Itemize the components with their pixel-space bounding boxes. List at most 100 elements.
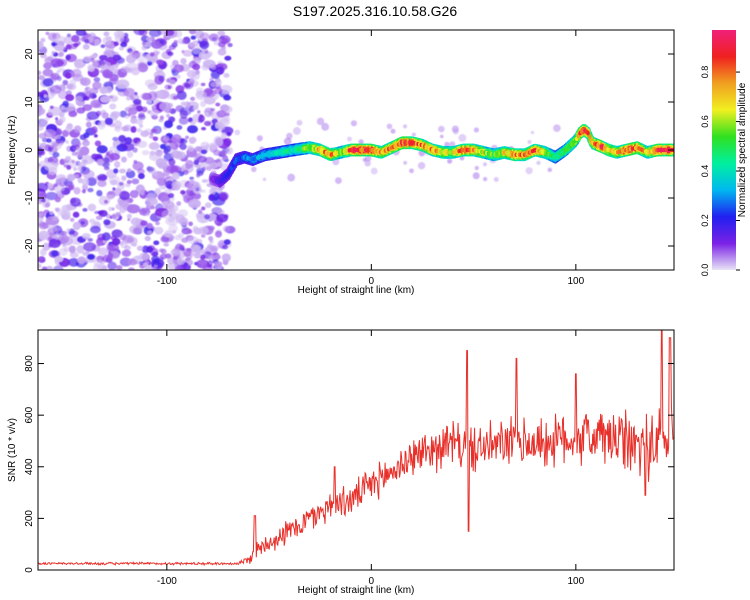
noise-speckle (109, 67, 115, 72)
noise-speckle (108, 175, 121, 185)
spectrogram-y-tick-label: -10 (24, 190, 35, 205)
spectrogram-x-label: Height of straight line (km) (298, 285, 415, 296)
noise-speckle (87, 187, 94, 193)
noise-speckle (124, 115, 130, 119)
noise-speckle (102, 36, 112, 45)
noise-speckle (42, 68, 54, 77)
noise-speckle (87, 65, 95, 72)
noise-speckle (137, 63, 149, 73)
noise-speckle (181, 237, 189, 243)
noise-speckle (179, 143, 187, 150)
noise-speckle (188, 221, 194, 227)
noise-speckle (225, 147, 234, 155)
noise-speckle (447, 158, 453, 164)
noise-speckle (179, 109, 188, 119)
noise-speckle (77, 256, 87, 264)
spectrogram-y-label: Frequency (Hz) (7, 116, 18, 185)
noise-speckle (114, 125, 122, 132)
noise-speckle (81, 189, 86, 194)
noise-speckle (196, 173, 201, 178)
noise-speckle (93, 259, 104, 268)
noise-speckle (38, 256, 46, 263)
spectrogram-y-tick-label: -20 (24, 238, 35, 253)
figure-title: S197.2025.316.10.58.G26 (293, 3, 457, 19)
noise-speckle (222, 138, 232, 147)
noise-speckle (100, 174, 107, 181)
noise-speckle (164, 230, 173, 238)
noise-speckle (82, 56, 92, 63)
noise-speckle (119, 198, 129, 208)
noise-speckle (168, 224, 178, 233)
noise-speckle (208, 236, 214, 242)
noise-speckle (82, 184, 89, 191)
noise-speckle (141, 41, 146, 45)
noise-speckle (73, 167, 78, 171)
noise-speckle (172, 150, 178, 155)
noise-speckle (214, 230, 222, 238)
ridge-cell (588, 134, 592, 140)
noise-speckle (100, 44, 106, 49)
noise-speckle (115, 211, 121, 217)
noise-speckle (139, 123, 144, 128)
noise-speckle (76, 245, 85, 254)
colorbar-tick-label: 0.4 (700, 165, 710, 178)
noise-speckle (219, 84, 233, 94)
noise-speckle (227, 43, 233, 48)
noise-speckle (171, 180, 182, 191)
noise-speckle (83, 96, 88, 101)
noise-speckle (53, 233, 63, 240)
noise-speckle (54, 35, 66, 46)
noise-speckle (38, 230, 50, 240)
noise-speckle (153, 172, 158, 177)
noise-speckle (80, 220, 85, 225)
noise-speckle (52, 142, 59, 148)
noise-speckle (530, 130, 535, 135)
noise-speckle (128, 50, 136, 57)
noise-speckle (66, 164, 72, 170)
noise-speckle (217, 30, 226, 36)
noise-speckle (110, 111, 121, 118)
noise-speckle (198, 209, 203, 214)
noise-speckle (118, 46, 125, 51)
noise-speckle (155, 221, 160, 226)
noise-speckle (104, 199, 109, 204)
noise-speckle (133, 30, 146, 36)
noise-speckle (121, 125, 129, 132)
noise-speckle (199, 40, 210, 50)
snr-y-tick-label: 800 (24, 355, 35, 372)
noise-speckle (85, 86, 91, 91)
spectrogram-noise (38, 30, 561, 270)
noise-speckle (316, 117, 325, 126)
noise-speckle (51, 250, 59, 257)
noise-speckle (177, 232, 185, 238)
noise-speckle (208, 33, 219, 42)
noise-speckle (74, 151, 79, 155)
noise-speckle (138, 172, 145, 180)
spectrogram-x-tick-label: 100 (567, 276, 584, 287)
noise-speckle (192, 45, 201, 55)
noise-speckle (185, 164, 191, 170)
noise-speckle (134, 255, 141, 260)
noise-speckle (95, 215, 103, 221)
noise-speckle (194, 146, 203, 152)
noise-speckle (159, 39, 165, 45)
noise-speckle (149, 52, 155, 57)
noise-speckle (166, 113, 171, 118)
noise-speckle (154, 188, 162, 195)
noise-speckle (126, 96, 131, 101)
noise-speckle (38, 107, 46, 116)
noise-speckle (536, 160, 541, 166)
noise-speckle (38, 70, 42, 76)
noise-speckle (140, 92, 151, 101)
noise-speckle (176, 201, 182, 206)
noise-speckle (262, 177, 267, 182)
noise-speckle (207, 243, 213, 249)
noise-speckle (483, 177, 488, 182)
noise-speckle (176, 125, 183, 130)
noise-speckle (111, 214, 117, 219)
noise-speckle (125, 170, 136, 179)
noise-speckle (44, 161, 58, 172)
noise-speckle (118, 135, 127, 143)
noise-speckle (106, 243, 114, 251)
